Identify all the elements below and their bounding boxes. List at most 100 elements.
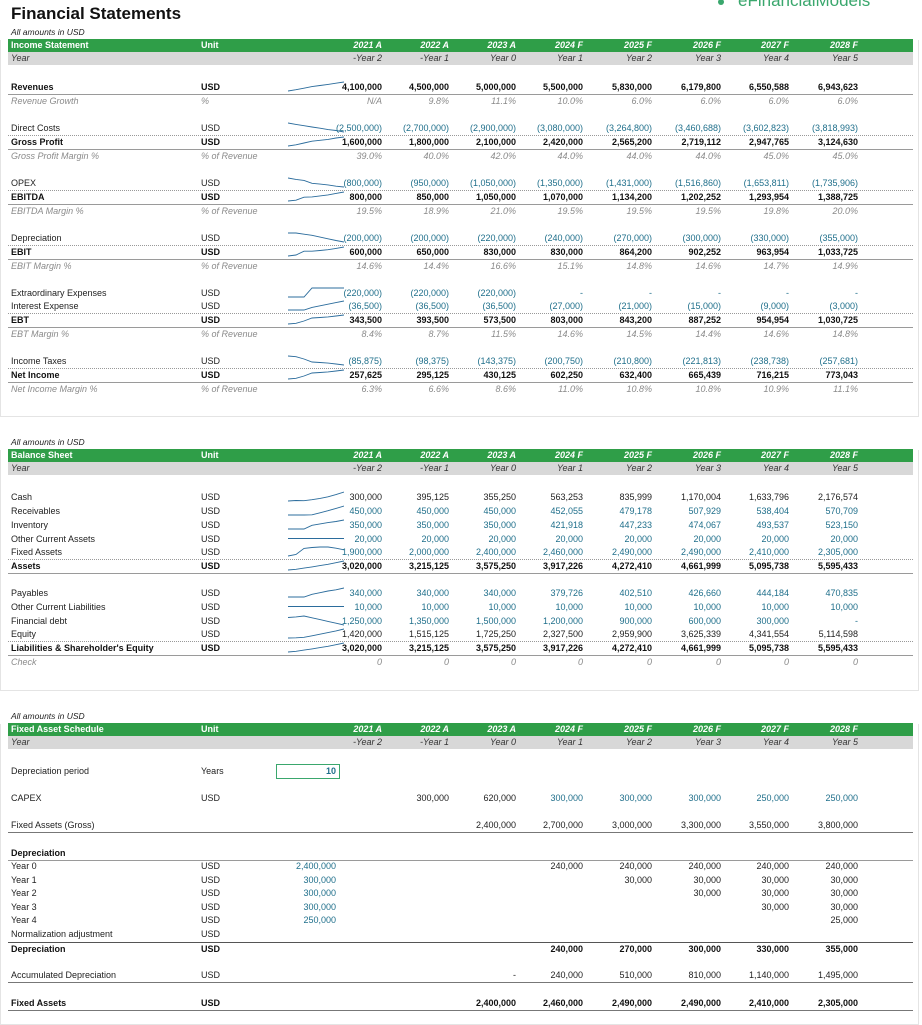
- value-cell[interactable]: 430,125: [483, 370, 516, 380]
- value-cell[interactable]: 14.6%: [557, 329, 583, 339]
- value-cell[interactable]: 395,125: [416, 492, 449, 502]
- value-cell[interactable]: 3,215,125: [408, 561, 449, 571]
- value-cell[interactable]: 240,000: [688, 861, 721, 871]
- value-cell[interactable]: -: [786, 288, 789, 298]
- value-cell[interactable]: 19.5%: [695, 206, 721, 216]
- value-cell[interactable]: 11.0%: [558, 384, 583, 394]
- value-cell[interactable]: 20,000: [693, 534, 721, 544]
- value-cell[interactable]: (238,738): [750, 356, 789, 366]
- value-cell[interactable]: 10,000: [693, 602, 721, 612]
- value-cell[interactable]: 393,500: [416, 315, 449, 325]
- value-cell[interactable]: 14.4%: [423, 261, 449, 271]
- value-cell[interactable]: -: [513, 970, 516, 980]
- value-cell[interactable]: 30,000: [761, 888, 789, 899]
- value-cell[interactable]: 20,000: [624, 534, 652, 544]
- value-cell[interactable]: 300,000: [688, 944, 721, 954]
- value-cell[interactable]: (221,813): [682, 356, 721, 366]
- value-cell[interactable]: 632,400: [619, 370, 652, 380]
- value-cell[interactable]: 864,200: [619, 247, 652, 257]
- value-cell[interactable]: (2,500,000): [335, 123, 382, 133]
- value-cell[interactable]: 3,550,000: [748, 820, 789, 830]
- value-cell[interactable]: 2,410,000: [748, 547, 789, 557]
- value-cell[interactable]: (257,681): [819, 356, 858, 366]
- value-cell[interactable]: 10.8%: [695, 384, 721, 394]
- value-cell[interactable]: 2,490,000: [680, 547, 721, 557]
- value-cell[interactable]: 4,100,000: [341, 82, 382, 92]
- value-cell[interactable]: 2,176,574: [817, 492, 858, 502]
- value-cell[interactable]: 3,575,250: [475, 561, 516, 571]
- value-cell[interactable]: 4,500,000: [408, 82, 449, 92]
- value-cell[interactable]: (220,000): [410, 288, 449, 298]
- value-cell[interactable]: 2,305,000: [817, 998, 858, 1008]
- value-cell[interactable]: 30,000: [693, 888, 721, 899]
- value-cell[interactable]: 3,800,000: [817, 820, 858, 830]
- value-cell[interactable]: (800,000): [343, 178, 382, 188]
- value-cell[interactable]: 3,124,630: [817, 137, 858, 147]
- value-cell[interactable]: 240,000: [550, 861, 583, 871]
- value-cell[interactable]: 2,100,000: [475, 137, 516, 147]
- value-cell[interactable]: -: [855, 288, 858, 298]
- value-cell[interactable]: 10.0%: [557, 96, 583, 106]
- value-cell[interactable]: 240,000: [619, 861, 652, 871]
- value-cell[interactable]: 3,917,226: [542, 643, 583, 653]
- value-cell[interactable]: 5,095,738: [748, 561, 789, 571]
- value-cell[interactable]: 295,125: [416, 370, 449, 380]
- value-cell[interactable]: 1,800,000: [408, 137, 449, 147]
- value-cell[interactable]: 600,000: [349, 247, 382, 257]
- value-cell[interactable]: 6.0%: [631, 96, 652, 106]
- value-cell[interactable]: 470,835: [825, 588, 858, 598]
- value-cell[interactable]: 3,625,339: [680, 629, 721, 639]
- value-cell[interactable]: 6,550,588: [748, 82, 789, 92]
- value-cell[interactable]: 350,000: [416, 520, 449, 530]
- value-cell[interactable]: -: [718, 288, 721, 298]
- value-cell[interactable]: 350,000: [483, 520, 516, 530]
- value-cell[interactable]: 716,215: [756, 370, 789, 380]
- value-cell[interactable]: 340,000: [349, 588, 382, 598]
- value-cell[interactable]: 810,000: [688, 970, 721, 980]
- value-cell[interactable]: (3,080,000): [536, 123, 583, 133]
- value-cell[interactable]: 954,954: [756, 315, 789, 325]
- base-value[interactable]: 300,000: [303, 901, 336, 912]
- value-cell[interactable]: 10,000: [488, 602, 516, 612]
- value-cell[interactable]: 20.0%: [832, 206, 858, 216]
- value-cell[interactable]: -: [649, 288, 652, 298]
- value-cell[interactable]: 300,000: [688, 793, 721, 803]
- value-cell[interactable]: 44.0%: [557, 151, 583, 161]
- value-cell[interactable]: 300,000: [619, 793, 652, 803]
- value-cell[interactable]: 402,510: [619, 588, 652, 598]
- value-cell[interactable]: (21,000): [618, 301, 652, 311]
- value-cell[interactable]: 474,067: [688, 520, 721, 530]
- value-cell[interactable]: (3,602,823): [742, 123, 789, 133]
- value-cell[interactable]: (85,875): [348, 356, 382, 366]
- value-cell[interactable]: 15.1%: [557, 261, 583, 271]
- value-cell[interactable]: 8.7%: [428, 329, 449, 339]
- value-cell[interactable]: 1,633,796: [748, 492, 789, 502]
- value-cell[interactable]: (240,000): [544, 233, 583, 243]
- value-cell[interactable]: 30,000: [761, 901, 789, 912]
- value-cell[interactable]: 2,400,000: [475, 820, 516, 830]
- value-cell[interactable]: 14.6%: [695, 261, 721, 271]
- value-cell[interactable]: 900,000: [619, 616, 652, 626]
- value-cell[interactable]: 444,184: [756, 588, 789, 598]
- value-cell[interactable]: 1,420,000: [341, 629, 382, 639]
- value-cell[interactable]: 3,000,000: [611, 820, 652, 830]
- value-cell[interactable]: 3,917,226: [542, 561, 583, 571]
- value-cell[interactable]: 493,537: [756, 520, 789, 530]
- value-cell[interactable]: 5,095,738: [748, 643, 789, 653]
- value-cell[interactable]: 44.0%: [695, 151, 721, 161]
- value-cell[interactable]: 2,947,765: [748, 137, 789, 147]
- value-cell[interactable]: 16.6%: [490, 261, 516, 271]
- value-cell[interactable]: 240,000: [756, 861, 789, 871]
- value-cell[interactable]: 300,000: [349, 492, 382, 502]
- value-cell[interactable]: 300,000: [416, 793, 449, 803]
- value-cell[interactable]: 1,033,725: [817, 247, 858, 257]
- value-cell[interactable]: 3,215,125: [408, 643, 449, 653]
- value-cell[interactable]: 14.8%: [832, 329, 858, 339]
- value-cell[interactable]: (3,460,688): [674, 123, 721, 133]
- value-cell[interactable]: 45.0%: [832, 151, 858, 161]
- value-cell[interactable]: 2,000,000: [408, 547, 449, 557]
- value-cell[interactable]: 6.0%: [837, 96, 858, 106]
- value-cell[interactable]: 602,250: [550, 370, 583, 380]
- value-cell[interactable]: 10,000: [624, 602, 652, 612]
- value-cell[interactable]: 523,150: [825, 520, 858, 530]
